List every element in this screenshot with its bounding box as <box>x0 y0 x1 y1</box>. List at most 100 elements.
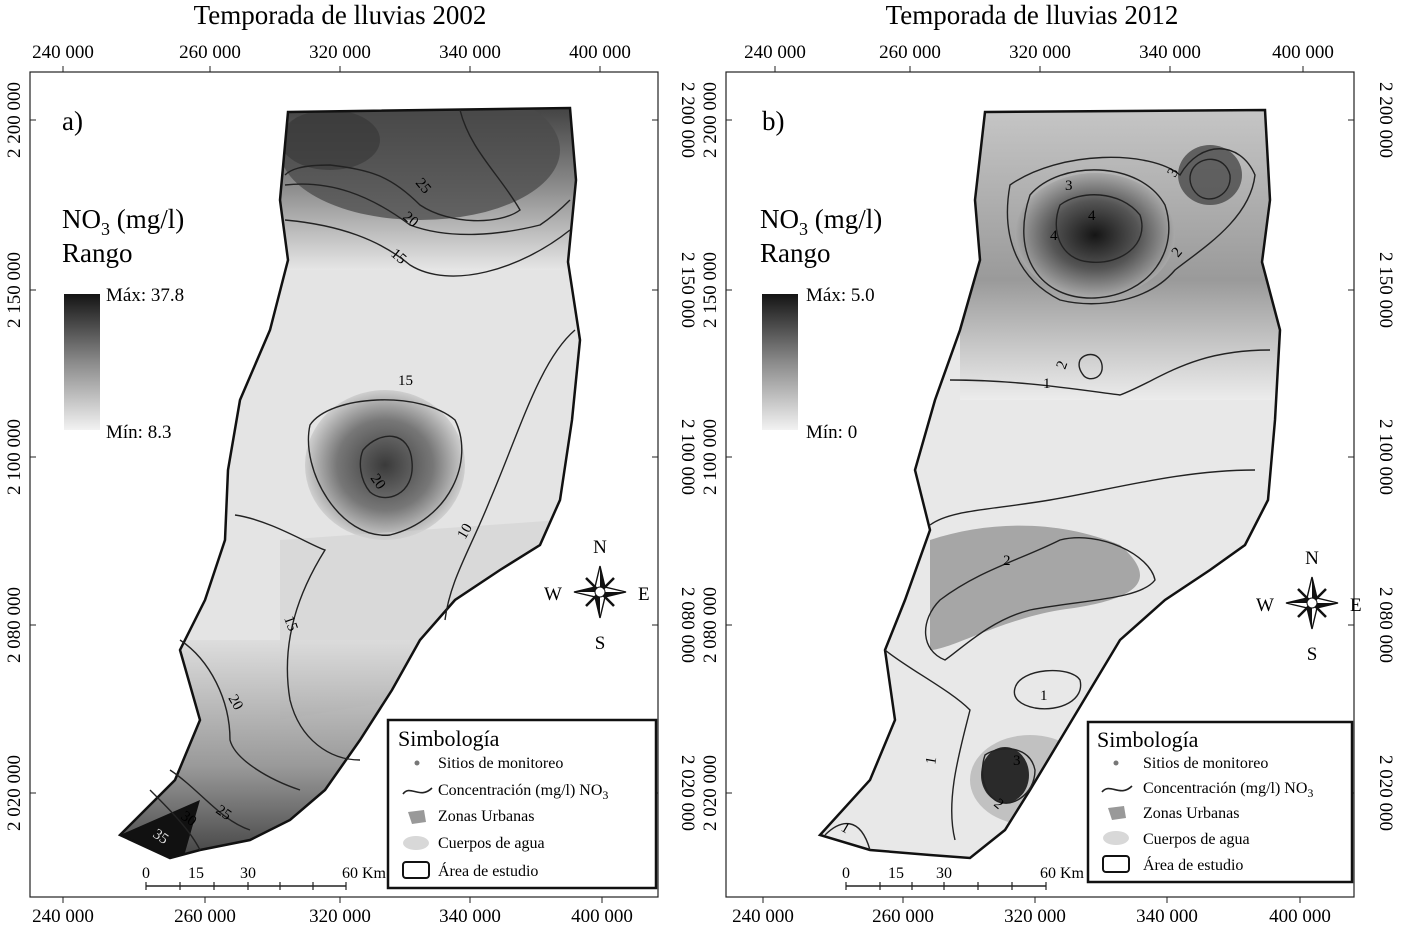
scale-label: 60 Km <box>1040 865 1085 882</box>
symbology-item: Sitios de monitoreo <box>438 755 563 772</box>
panel-b-symbology: Simbología Sitios de monitoreo Concentra… <box>1086 720 1354 884</box>
contour-line-icon <box>402 787 433 795</box>
panel-a-contours <box>149 109 576 851</box>
contour-label: 3 <box>1065 178 1073 194</box>
panel-a: Temporada de lluvias 2002 240 000 260 00… <box>4 0 698 927</box>
panel-a-scale-bar: 0 15 30 60 Km <box>142 865 387 890</box>
y-tick-label: 2 200 000 <box>1375 82 1396 158</box>
contour-label: 2 <box>1003 553 1011 569</box>
x-tick-label: 320 000 <box>309 906 371 927</box>
monitoring-site-icon <box>1113 760 1119 766</box>
contour-label: 3 <box>1013 753 1021 769</box>
y-tick-label: 2 200 000 <box>4 82 25 158</box>
contour-label: 1 <box>1040 688 1048 704</box>
panel-a-x-ticks-bottom: 240 000 260 000 320 000 340 000 400 000 <box>32 897 633 927</box>
symbology-item: Concentración (mg/l) NO3 <box>1143 780 1313 800</box>
x-tick-label: 320 000 <box>1004 906 1066 927</box>
x-tick-label: 340 000 <box>1139 42 1201 63</box>
monitoring-site-icon <box>414 760 420 766</box>
scale-label: 15 <box>888 865 904 882</box>
symbology-item: Área de estudio <box>1143 855 1243 874</box>
y-tick-label: 2 020 000 <box>1375 755 1396 831</box>
panel-b-compass-rose: N S E W <box>1256 548 1362 665</box>
y-tick-label: 2 020 000 <box>4 755 25 831</box>
compass-s: S <box>1307 644 1318 665</box>
x-tick-label: 400 000 <box>569 42 631 63</box>
urban-zone-icon <box>408 810 426 824</box>
panel-a-x-ticks-top: 240 000 260 000 320 000 340 000 400 000 <box>32 42 631 72</box>
panel-a-compass-rose: N S E W <box>544 537 650 654</box>
compass-n: N <box>593 537 607 558</box>
y-tick-label: 2 080 000 <box>1375 587 1396 663</box>
panel-b-study-area-outline <box>817 108 1282 860</box>
scale-label: 30 <box>936 865 952 882</box>
panel-a-study-area-outline <box>117 106 582 860</box>
panel-a-title: Temporada de lluvias 2002 <box>194 0 487 30</box>
compass-s: S <box>595 633 606 654</box>
panel-b-y-ticks-left: 2 200 000 2 150 000 2 100 000 2 080 000 … <box>700 82 721 831</box>
y-tick-label: 2 020 000 <box>677 755 698 831</box>
legend-min: Mín: 8.3 <box>106 422 171 443</box>
x-tick-label: 340 000 <box>439 906 501 927</box>
scale-label: 60 Km <box>342 865 387 882</box>
x-tick-label: 340 000 <box>439 42 501 63</box>
contour-label: 15 <box>280 614 300 634</box>
legend-max: Máx: 37.8 <box>106 285 184 306</box>
panel-a-tick-marks <box>30 119 658 794</box>
panel-a-y-ticks-right: 2 200 000 2 150 000 2 100 000 2 080 000 … <box>677 82 698 831</box>
panel-b-x-ticks-bottom: 240 000 260 000 320 000 340 000 400 000 <box>732 897 1331 927</box>
symbology-item: Cuerpos de agua <box>1143 831 1250 848</box>
symbology-item: Cuerpos de agua <box>438 835 545 852</box>
y-tick-label: 2 150 000 <box>4 252 25 328</box>
panel-b-letter: b) <box>762 106 785 136</box>
x-tick-label: 400 000 <box>1272 42 1334 63</box>
scale-label: 0 <box>842 865 850 882</box>
study-area-icon <box>1102 855 1130 873</box>
contour-label: 15 <box>398 373 413 389</box>
x-tick-label: 240 000 <box>732 906 794 927</box>
contour-line-icon <box>1101 785 1133 793</box>
x-tick-label: 320 000 <box>309 42 371 63</box>
panel-a-symbology: Simbología Sitios de monitoreo Concentra… <box>386 718 658 890</box>
panel-b-contours <box>824 148 1271 851</box>
panel-b-y-ticks-right: 2 200 000 2 150 000 2 100 000 2 080 000 … <box>1375 82 1396 831</box>
y-tick-label: 2 150 000 <box>700 252 721 328</box>
y-tick-label: 2 100 000 <box>700 419 721 495</box>
symbology-title: Simbología <box>1097 727 1199 752</box>
contour-label: 20 <box>225 692 246 713</box>
contour-label: 4 <box>1050 228 1058 244</box>
panel-b-title: Temporada de lluvias 2012 <box>886 0 1179 30</box>
y-tick-label: 2 080 000 <box>677 587 698 663</box>
compass-e: E <box>1350 595 1362 616</box>
scale-label: 30 <box>240 865 256 882</box>
study-area-icon <box>402 861 430 879</box>
y-tick-label: 2 150 000 <box>1375 252 1396 328</box>
legend-gradient-bar <box>762 294 798 430</box>
x-tick-label: 260 000 <box>174 906 236 927</box>
x-tick-label: 240 000 <box>32 42 94 63</box>
compass-n: N <box>1305 548 1319 569</box>
x-tick-label: 400 000 <box>571 906 633 927</box>
legend-heading: NO3 (mg/l) <box>62 204 184 239</box>
symbology-item: Sitios de monitoreo <box>1143 755 1268 772</box>
x-tick-label: 320 000 <box>1009 42 1071 63</box>
water-body-icon <box>403 836 429 850</box>
x-tick-label: 260 000 <box>179 42 241 63</box>
legend-range: Rango <box>62 238 133 268</box>
x-tick-label: 240 000 <box>744 42 806 63</box>
symbology-item: Zonas Urbanas <box>438 808 534 825</box>
legend-gradient-bar <box>64 294 100 430</box>
panel-a-y-ticks-left: 2 200 000 2 150 000 2 100 000 2 080 000 … <box>4 82 25 831</box>
symbology-item: Zonas Urbanas <box>1143 805 1239 822</box>
y-tick-label: 2 200 000 <box>700 82 721 158</box>
scale-label: 0 <box>142 865 150 882</box>
contour-label: 1 <box>923 756 940 766</box>
x-tick-label: 260 000 <box>872 906 934 927</box>
x-tick-label: 260 000 <box>879 42 941 63</box>
contour-label: 4 <box>1088 208 1096 224</box>
compass-w: W <box>1256 595 1274 616</box>
legend-max: Máx: 5.0 <box>806 285 875 306</box>
y-tick-label: 2 100 000 <box>1375 419 1396 495</box>
x-tick-label: 340 000 <box>1136 906 1198 927</box>
